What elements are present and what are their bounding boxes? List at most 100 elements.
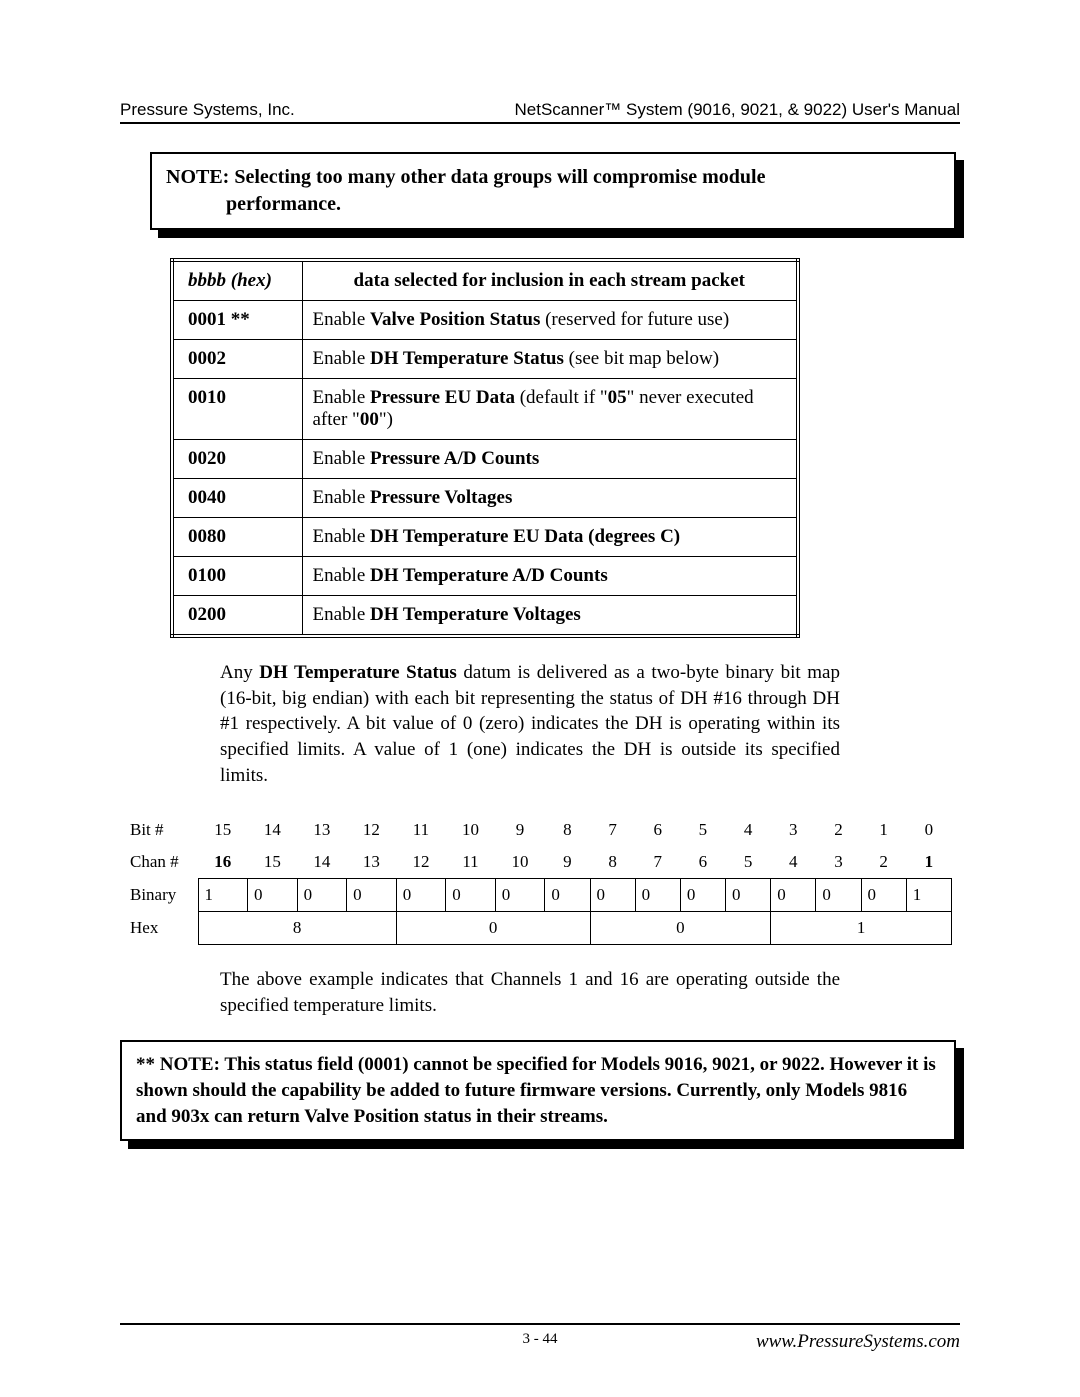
bitmap-chan-cell: 6 xyxy=(680,846,725,879)
table-code: 0020 xyxy=(188,448,226,470)
bitmap-binary-cell: 0 xyxy=(248,879,298,912)
bitmap-binary-cell: 0 xyxy=(347,879,397,912)
table-desc: Enable DH Temperature Voltages xyxy=(302,596,798,637)
page: Pressure Systems, Inc. NetScanner™ Syste… xyxy=(0,0,1080,1397)
table-code: 0002 xyxy=(188,348,226,370)
bitmap-binary-row: Binary1000000000000001 xyxy=(128,879,952,912)
bitmap-row-label: Chan # xyxy=(128,846,198,879)
table-code: 0001 ** xyxy=(188,309,250,331)
footer-row: 3 - 44 www.PressureSystems.com xyxy=(120,1331,960,1353)
bitmap-bit-cell: 4 xyxy=(726,814,771,846)
bitmap-row-label: Hex xyxy=(128,912,198,945)
bitmap-bit-cell: 10 xyxy=(446,814,496,846)
bitmap-binary-cell: 0 xyxy=(590,879,635,912)
bitmap-bit-cell: 1 xyxy=(861,814,906,846)
bitmap-binary-cell: 0 xyxy=(771,879,816,912)
table-head-col0: bbbb (hex) xyxy=(188,270,272,291)
bitmap-bit-cell: 2 xyxy=(816,814,861,846)
note-box-1: NOTE: Selecting too many other data grou… xyxy=(150,152,956,230)
para1-bold: DH Temperature Status xyxy=(259,662,457,683)
note-text-1: Selecting too many other data groups wil… xyxy=(234,166,765,188)
bitmap-binary-cell: 0 xyxy=(495,879,545,912)
bitmap-binary-cell: 0 xyxy=(545,879,590,912)
bitmap-chan-cell: 8 xyxy=(590,846,635,879)
bitmap-bit-cell: 13 xyxy=(297,814,347,846)
bitmap-row-label: Bit # xyxy=(128,814,198,846)
footer-page-number: 3 - 44 xyxy=(120,1331,960,1348)
table-desc: Enable Valve Position Status (reserved f… xyxy=(302,301,798,340)
table-row: 0002 Enable DH Temperature Status (see bi… xyxy=(172,340,798,379)
table-code: 0010 xyxy=(188,387,226,409)
bitmap-chan-cell: 14 xyxy=(297,846,347,879)
bitmap-wrap: Bit #1514131211109876543210 Chan #161514… xyxy=(120,814,960,945)
bitmap-chan-cell: 10 xyxy=(495,846,545,879)
bitmap-bit-cell: 15 xyxy=(198,814,248,846)
paragraph-1: Any DH Temperature Status datum is deliv… xyxy=(220,660,840,788)
footer-rule xyxy=(120,1323,960,1325)
bitmap-binary-cell: 0 xyxy=(861,879,906,912)
table-desc: Enable Pressure Voltages xyxy=(302,479,798,518)
bitmap-hex-cell: 0 xyxy=(590,912,771,945)
table-desc: Enable Pressure A/D Counts xyxy=(302,440,798,479)
table-code: 0040 xyxy=(188,487,226,509)
bitmap-binary-cell: 0 xyxy=(297,879,347,912)
bitmap-chan-cell: 9 xyxy=(545,846,590,879)
bitmap-bit-cell: 5 xyxy=(680,814,725,846)
table-row: 0080Enable DH Temperature EU Data (degre… xyxy=(172,518,798,557)
bitmap-bit-cell: 14 xyxy=(248,814,298,846)
note-content: NOTE: Selecting too many other data grou… xyxy=(150,152,956,230)
table-row: 0200 Enable DH Temperature Voltages xyxy=(172,596,798,637)
note2-content: ** NOTE: This status field (0001) cannot… xyxy=(120,1040,956,1141)
bitmap-chan-cell: 12 xyxy=(396,846,446,879)
bitmap-binary-cell: 1 xyxy=(198,879,248,912)
bitmap-hex-row: Hex8001 xyxy=(128,912,952,945)
bitmap-hex-cell: 1 xyxy=(771,912,952,945)
data-table-wrap: bbbb (hex) data selected for inclusion i… xyxy=(170,258,800,638)
bitmap-chan-cell: 5 xyxy=(726,846,771,879)
table-row: 0040 Enable Pressure Voltages xyxy=(172,479,798,518)
bitmap-bit-cell: 7 xyxy=(590,814,635,846)
note-box-2: ** NOTE: This status field (0001) cannot… xyxy=(120,1040,956,1141)
bitmap-binary-cell: 0 xyxy=(680,879,725,912)
bitmap-bit-cell: 12 xyxy=(347,814,397,846)
bitmap-binary-cell: 0 xyxy=(726,879,771,912)
bitmap-hex-cell: 8 xyxy=(198,912,396,945)
table-desc: Enable DH Temperature Status (see bit ma… xyxy=(302,340,798,379)
table-desc: Enable DH Temperature A/D Counts xyxy=(302,557,798,596)
bitmap-chan-cell: 1 xyxy=(906,846,951,879)
paragraph-2: The above example indicates that Channel… xyxy=(220,967,840,1018)
table-code: 0200 xyxy=(188,604,226,626)
table-header-row: bbbb (hex) data selected for inclusion i… xyxy=(172,260,798,301)
table-desc: Enable Pressure EU Data (default if "05"… xyxy=(302,379,798,440)
bitmap-chan-cell: 16 xyxy=(198,846,248,879)
bitmap-binary-cell: 0 xyxy=(396,879,446,912)
table-code: 0100 xyxy=(188,565,226,587)
bitmap-chan-cell: 4 xyxy=(771,846,816,879)
note-text-2: performance. xyxy=(226,193,341,215)
bitmap-chan-cell: 11 xyxy=(446,846,496,879)
bitmap-bit-row: Bit #1514131211109876543210 xyxy=(128,814,952,846)
bitmap-bit-cell: 8 xyxy=(545,814,590,846)
bitmap-chan-row: Chan #16151413121110987654321 xyxy=(128,846,952,879)
bitmap-table: Bit #1514131211109876543210 Chan #161514… xyxy=(128,814,952,945)
bitmap-chan-cell: 2 xyxy=(861,846,906,879)
bitmap-chan-cell: 15 xyxy=(248,846,298,879)
header-right: NetScanner™ System (9016, 9021, & 9022) … xyxy=(515,100,960,120)
bitmap-chan-cell: 7 xyxy=(635,846,680,879)
bitmap-bit-cell: 6 xyxy=(635,814,680,846)
header-left: Pressure Systems, Inc. xyxy=(120,100,295,120)
table-row: 0020 Enable Pressure A/D Counts xyxy=(172,440,798,479)
bitmap-binary-cell: 0 xyxy=(816,879,861,912)
bitmap-bit-cell: 0 xyxy=(906,814,951,846)
bitmap-row-label: Binary xyxy=(128,879,198,912)
table-row: 0001 ** Enable Valve Position Status (res… xyxy=(172,301,798,340)
bitmap-binary-cell: 1 xyxy=(906,879,951,912)
bitmap-chan-cell: 3 xyxy=(816,846,861,879)
bitmap-binary-cell: 0 xyxy=(446,879,496,912)
bitmap-hex-cell: 0 xyxy=(396,912,590,945)
bitmap-binary-cell: 0 xyxy=(635,879,680,912)
table-row: 0100 Enable DH Temperature A/D Counts xyxy=(172,557,798,596)
bitmap-chan-cell: 13 xyxy=(347,846,397,879)
table-head-col1: data selected for inclusion in each stre… xyxy=(354,270,745,291)
page-header: Pressure Systems, Inc. NetScanner™ Syste… xyxy=(120,100,960,124)
